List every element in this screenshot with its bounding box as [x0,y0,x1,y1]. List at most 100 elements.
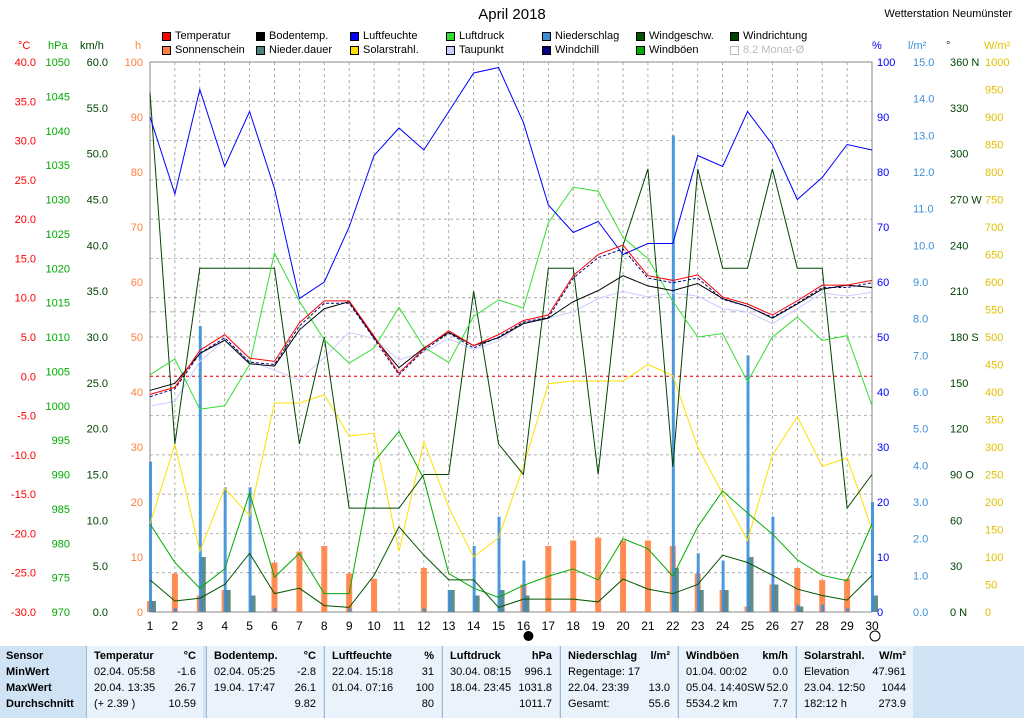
series-line-luftdruck [149,186,873,410]
axis-tick-label-lm2: 1.0 [913,570,928,582]
axis-tick-label-temp: 30.0 [15,136,36,148]
bar-niederschlag [796,604,800,612]
summary-cell-value: 0.0 [772,666,788,678]
axis-unit-pct: % [872,40,882,52]
axis-unit-wm2: W/m² [984,40,1011,52]
axis-tick-label-pct: 20 [877,497,889,509]
axis-tick-label-pct: 10 [877,552,889,564]
legend-item: Windgeschw. [636,30,714,42]
x-tick-label: 23 [691,619,705,633]
bar-sonnenschein [644,540,651,612]
legend-item: Windböen [636,44,699,56]
summary-cell-label: Elevation [804,666,850,678]
summary-column-head: Solarstrahl. W/m² [804,648,910,664]
axis-tick-label-wm2: 600 [985,277,1003,289]
legend-swatch [350,31,359,41]
summary-column: Temperatur °C 02.04. 05:58 -1.6 20.04. 13:35… [94,648,200,718]
summary-cell-value: 100 [415,682,434,694]
axis-tick-label-h: 0 [137,607,143,619]
summary-cell: 18.04. 23:45 1031.8 [450,680,556,696]
axis-tick-label-deg: 270 W [950,195,982,207]
summary-cell: 30.04. 08:15 996.1 [450,664,556,680]
legend-swatch [350,45,359,55]
summary-cell: 1011.7 [450,696,556,712]
axis-unit-hpa: hPa [48,40,68,52]
axis-tick-label-lm2: 5.0 [913,424,928,436]
summary-cell-value: 55.6 [648,698,670,710]
axis-tick-label-kmh: 45.0 [87,195,108,207]
legend-swatch [256,45,265,55]
axis-tick-label-pct: 70 [877,222,889,234]
summary-cell-value: 1011.7 [519,698,552,710]
legend-swatch [446,31,455,41]
axis-tick-label-deg: 60 [950,515,962,527]
legend-label: Luftdruck [459,30,505,42]
summary-column: Niederschlag l/m² Regentage: 17 22.04. 23:3… [568,648,674,718]
summary-cell: Gesamt: 55.6 [568,696,674,712]
axis-tick-label-h: 50 [131,332,143,344]
axis-tick-label-h: 30 [131,442,143,454]
weather-chart: 40.035.030.025.020.015.010.05.00.0-5.0-1… [11,57,1009,642]
bar-niederdauer [523,595,530,612]
bar-niederschlag [447,590,451,612]
axis-tick-label-wm2: 450 [985,360,1003,372]
axis-tick-label-deg: 120 [950,424,968,436]
axis-tick-label-wm2: 50 [985,580,997,592]
legend-item: Niederschlag [542,30,619,42]
axis-tick-label-hpa: 970 [52,607,70,619]
summary-table: Sensor MinWert MaxWert Durchschnitt Temp… [0,646,1024,718]
axis-tick-label-deg: 240 [950,240,968,252]
bar-niederschlag [871,502,874,612]
x-tick-label: 24 [716,619,730,633]
axis-tick-label-temp: 20.0 [15,214,36,226]
axis-tick-label-wm2: 250 [985,470,1003,482]
bar-niederdauer [249,595,256,612]
bar-sonnenschein [794,568,801,612]
axis-tick-label-lm2: 10.0 [913,240,934,252]
series-line-temperatur [149,244,873,395]
x-tick-label: 10 [367,619,381,633]
summary-column: Luftdruck hPa 30.04. 08:15 996.1 18.04. 23:4… [450,648,556,718]
summary-head-unit: hPa [531,650,552,662]
summary-cell: 5534.2 km 7.7 [686,696,792,712]
axis-tick-label-hpa: 980 [52,538,70,550]
summary-row-label: MinWert [6,666,50,678]
summary-head-unit: °C [303,650,316,662]
summary-head-label: Luftfeuchte [332,650,392,662]
bar-niederschlag [273,608,277,612]
summary-head-unit: % [424,650,434,662]
summary-cell: Elevation 47.961 [804,664,910,680]
axis-tick-label-lm2: 8.0 [913,314,928,326]
summary-cell-label: 22.04. 23:39 [568,682,630,694]
summary-cell-value: 1044 [881,682,906,694]
bar-niederdauer [772,584,779,612]
summary-cell-value: 9.82 [294,698,316,710]
summary-cell-label: (+ 2.39 ) [94,698,136,710]
axis-tick-label-temp: 35.0 [15,96,36,108]
axis-tick-label-wm2: 850 [985,140,1003,152]
summary-cell-label: 30.04. 08:15 [450,666,512,678]
new-moon-icon [523,631,534,641]
legend-item: Bodentemp. [256,30,328,42]
summary-cell-label: 5534.2 km [686,698,738,710]
x-tick-label: 18 [567,619,581,633]
legend-swatch [730,31,739,41]
summary-cell-label: 19.04. 17:47 [214,682,276,694]
summary-cell: 22.04. 23:39 13.0 [568,680,674,696]
axis-unit-h: h [135,40,142,52]
axis-tick-label-kmh: 35.0 [87,286,108,298]
axis-tick-label-deg: 150 [950,378,968,390]
bar-niederschlag [223,487,227,612]
axis-tick-label-pct: 100 [877,57,895,69]
axis-tick-label-kmh: 10.0 [87,515,108,527]
summary-cell: 19.04. 17:47 26.1 [214,680,320,696]
legend-swatch [162,31,171,41]
axis-tick-label-deg: 210 [950,286,968,298]
axis-tick-label-kmh: 0.0 [93,607,108,619]
summary-cell-value: 1031.8 [518,682,552,694]
x-tick-label: 4 [221,619,228,633]
bar-sonnenschein [844,579,851,612]
axis-tick-label-deg: 90 O [950,470,974,482]
summary-cell-label: 02.04. 05:25 [214,666,276,678]
axis-tick-label-pct: 90 [877,112,889,124]
